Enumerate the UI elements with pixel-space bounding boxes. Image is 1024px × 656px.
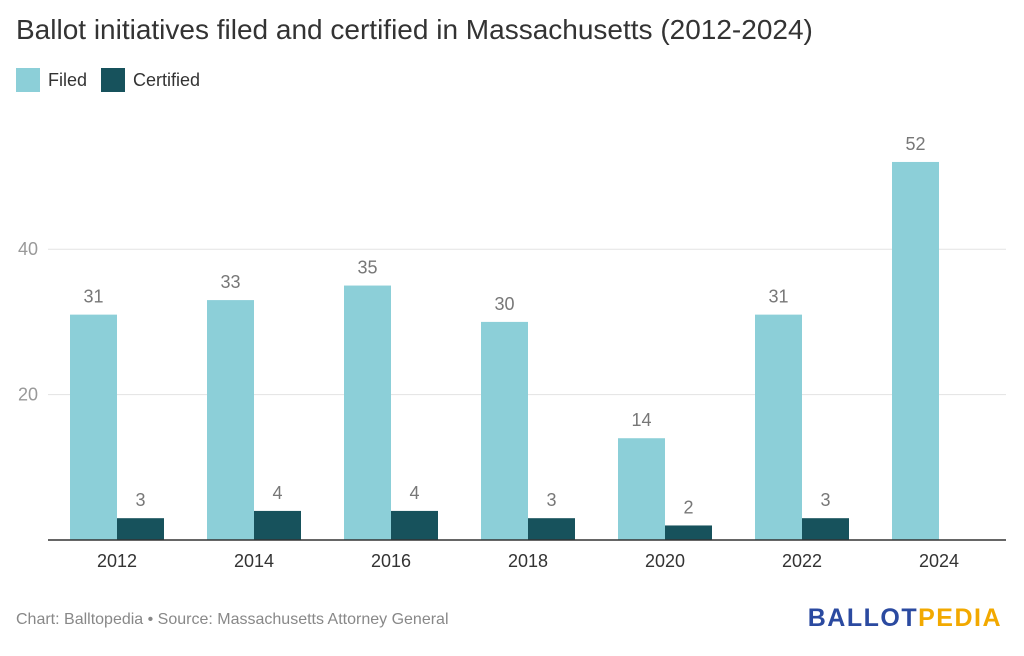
bar-filed-2018 [481,321,528,540]
chart-title: Ballot initiatives filed and certified i… [16,14,813,45]
legend-swatch-certified [101,68,126,92]
bar-filed-2014 [207,300,254,540]
bar-filed-2016 [344,285,391,540]
x-tick-label-2020: 2020 [645,551,685,571]
y-tick-label-20: 20 [18,385,38,405]
bar-certified-2020 [665,525,712,540]
data-label-certified-2022: 3 [820,490,830,510]
legend-label-filed: Filed [48,69,88,90]
bar-filed-2012 [70,314,117,540]
bar-certified-2022 [802,518,849,540]
chart-source: Chart: Balltopedia • Source: Massachuset… [16,611,449,628]
data-label-certified-2016: 4 [409,483,419,503]
x-tick-label-2016: 2016 [371,551,411,571]
x-tick-label-2024: 2024 [919,551,959,571]
bar-chart: 20 40 31 3 2012 33 4 2014 35 4 2016 30 3 2018 14 2 2020 3… [18,134,1006,571]
data-label-filed-2022: 31 [768,287,788,307]
logo-part-pedia: PEDIA [918,604,1002,632]
legend-swatch-filed [16,68,40,92]
data-label-filed-2024: 52 [905,134,925,154]
data-label-filed-2020: 14 [631,410,651,430]
legend-item-certified: Certified [101,68,200,92]
legend-label-certified: Certified [133,69,201,90]
data-label-filed-2014: 33 [220,272,240,292]
data-label-certified-2020: 2 [683,497,693,517]
bar-filed-2022 [755,314,802,540]
legend-item-filed: Filed [16,68,87,92]
bar-certified-2014 [254,510,301,540]
bar-certified-2012 [117,518,164,540]
legend: Filed Certified [16,68,214,92]
bar-certified-2016 [391,510,438,540]
data-label-filed-2012: 31 [83,287,103,307]
x-tick-label-2018: 2018 [508,551,548,571]
data-label-certified-2018: 3 [546,490,556,510]
x-tick-label-2022: 2022 [782,551,822,571]
data-label-certified-2012: 3 [135,490,145,510]
data-label-filed-2018: 30 [494,294,514,314]
data-label-certified-2014: 4 [272,483,282,503]
y-tick-label-40: 40 [18,239,38,259]
ballotpedia-logo: BALLOTPEDIA [808,604,1002,633]
bar-filed-2024 [892,161,939,540]
bar-certified-2018 [528,518,575,540]
logo-part-ballot: BALLOT [807,604,919,632]
x-tick-label-2012: 2012 [97,551,137,571]
bar-filed-2020 [618,438,665,540]
x-tick-label-2014: 2014 [234,551,274,571]
data-label-filed-2016: 35 [357,258,377,278]
